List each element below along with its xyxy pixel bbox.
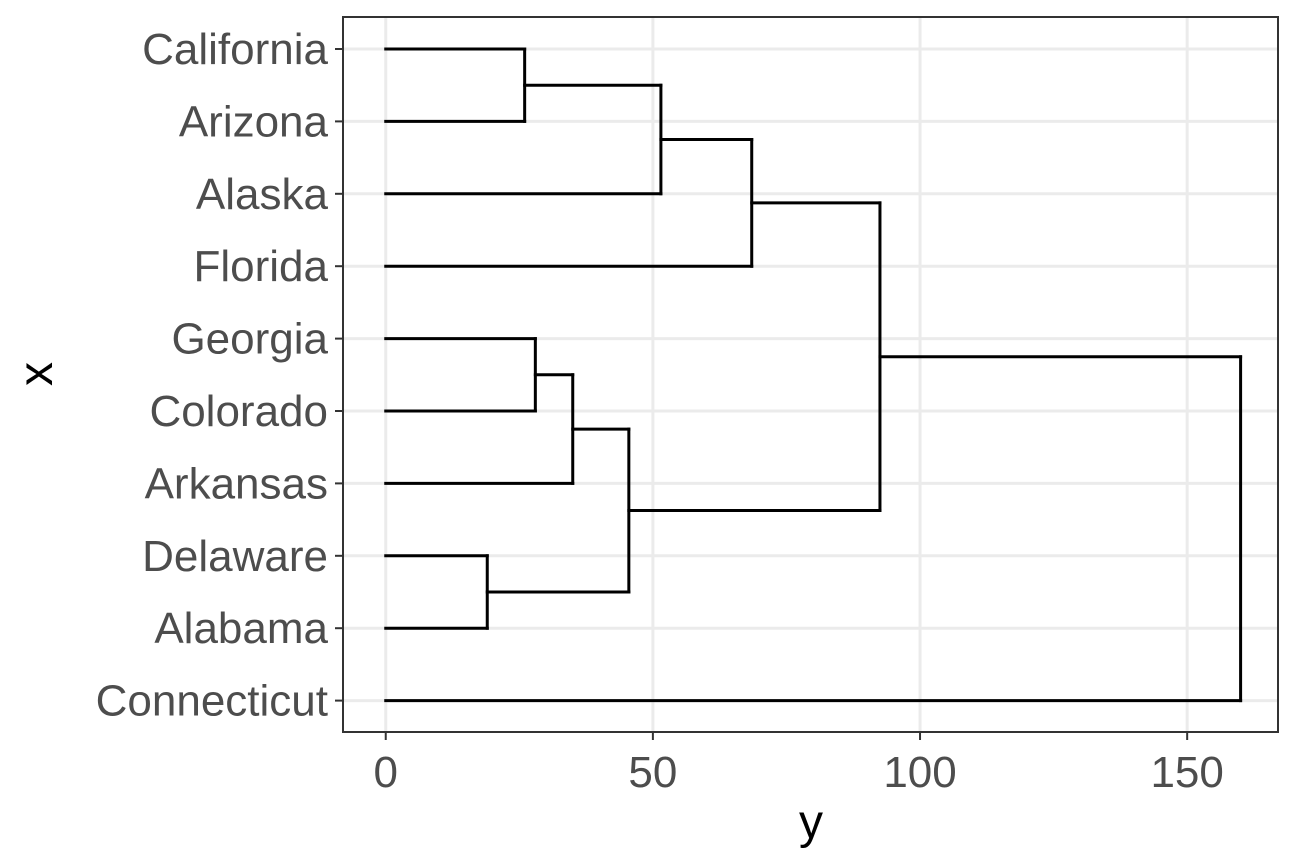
y-tick-label: Florida: [194, 242, 329, 291]
x-tick-label: 50: [628, 748, 677, 797]
tick-labels: California Arizona Alaska Florida Georgia Col…: [96, 25, 1224, 797]
axis-ticks: [335, 48, 1189, 740]
y-tick-label: Colorado: [149, 387, 328, 436]
x-tick-label: 100: [883, 748, 956, 797]
y-tick-label: Georgia: [171, 315, 328, 364]
y-tick-label: Arkansas: [145, 459, 328, 508]
panel-border: [342, 16, 1279, 733]
y-tick-label: California: [142, 25, 328, 74]
y-tick-label: Alaska: [196, 170, 329, 219]
y-tick-label: Delaware: [142, 532, 328, 581]
y-tick-label: Connecticut: [96, 677, 328, 726]
y-tick-label: Arizona: [179, 97, 329, 146]
dendrogram-branches: [384, 47, 1243, 703]
y-tick-label: Alabama: [154, 604, 328, 653]
x-axis-title: y: [799, 796, 823, 849]
grid-lines: [343, 17, 1278, 732]
y-axis-title: x: [10, 362, 63, 386]
x-tick-label: 150: [1150, 748, 1223, 797]
x-tick-label: 0: [374, 748, 398, 797]
